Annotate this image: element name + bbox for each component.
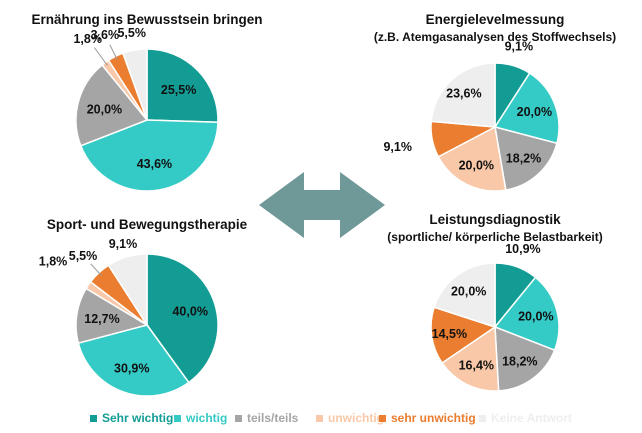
slice-label-energy-keine-antwort: 23,6% [446, 87, 481, 101]
pie-slice-nutrition-teils-teils [75, 63, 149, 147]
pie-leaders-sport [90, 263, 102, 276]
slice-label-sport-sehr-wichtig: 40,0% [172, 304, 207, 318]
chart-title-nutrition: Ernährung ins Bewusstsein bringen [31, 12, 262, 27]
pie-labels-performance: 10,9% 20,0% 18,2% 16,4% 14,5% 20,0% [432, 242, 554, 372]
legend-label-keine-antwort: Keine Antwort [491, 411, 572, 425]
legend-swatch-keine-antwort [479, 415, 486, 422]
legend-swatch-wichtig [174, 415, 181, 422]
chart-subtitle-energy: (z.B. Atemgasanalysen des Stoffwechsels) [374, 30, 616, 44]
pie-slice-energy-keine-antwort [430, 62, 496, 128]
slice-label-nutrition-keine-antwort: 5,5% [117, 26, 146, 40]
slice-label-sport-sehr-unwichtig: 5,5% [69, 249, 98, 263]
legend-label-wichtig: wichtig [185, 411, 227, 425]
pie-slice-performance-unwichtig [441, 325, 500, 392]
slice-label-performance-sehr-unwichtig: 14,5% [432, 327, 467, 341]
pie-chart-nutrition: Ernährung ins Bewusstsein bringen 25,5% 4… [31, 12, 263, 192]
slice-label-performance-teils-teils: 18,2% [502, 355, 537, 369]
slice-label-energy-teils-teils: 18,2% [506, 152, 541, 166]
pie-slice-nutrition-keine-antwort [121, 48, 148, 121]
pie-slices-energy [430, 62, 560, 192]
pie-slice-nutrition-sehr-wichtig [146, 48, 219, 124]
pie-slices-performance [430, 262, 560, 392]
chart-subtitle-performance: (sportliche/ körperliche Belastbarkeit) [387, 230, 602, 244]
pie-labels-nutrition: 25,5% 43,6% 20,0% 1,8%3,6%5,5% [73, 26, 196, 171]
slice-label-performance-unwichtig: 16,4% [459, 358, 494, 372]
legend-label-sehr-wichtig: Sehr wichtig [102, 411, 173, 425]
legend: Sehr wichtig wichtig teils/teils unwichtig s… [90, 411, 572, 425]
pie-slice-performance-teils-teils [494, 325, 556, 392]
slice-label-sport-teils-teils: 12,7% [84, 312, 119, 326]
slice-label-nutrition-wichtig: 43,6% [137, 157, 172, 171]
pie-slice-energy-unwichtig [437, 125, 507, 192]
pie-labels-energy: 9,1% 20,0% 18,2% 20,0% 9,1% 23,6% [383, 39, 552, 172]
pie-slice-performance-sehr-unwichtig [430, 306, 497, 365]
legend-label-sehr-unwichtig: sehr unwichtig [391, 411, 476, 425]
legend-label-teils-teils: teils/teils [247, 411, 299, 425]
slice-label-sport-wichtig: 30,9% [114, 361, 149, 375]
pie-slice-sport-sehr-wichtig [146, 253, 219, 384]
leader-line-nutrition-sehr-unwichtig [109, 44, 118, 60]
legend-swatch-teils-teils [235, 415, 242, 422]
pie-slice-nutrition-wichtig [79, 119, 219, 192]
slice-label-nutrition-unwichtig: 1,8% [73, 32, 102, 46]
slice-label-energy-sehr-wichtig: 9,1% [505, 39, 534, 53]
slice-label-performance-keine-antwort: 20,0% [451, 284, 486, 298]
pie-slice-performance-keine-antwort [433, 262, 496, 329]
leader-line-nutrition-unwichtig [94, 47, 108, 66]
slice-label-energy-wichtig: 20,0% [517, 105, 552, 119]
slice-label-performance-sehr-wichtig: 10,9% [505, 242, 540, 256]
pie-slices-nutrition [75, 48, 219, 192]
double-arrow-icon [259, 172, 385, 238]
pie-chart-performance: Leistungsdiagnostik (sportliche/ körperl… [387, 212, 603, 392]
pie-chart-sport: Sport- und Bewegungstherapie 40,0% 30,9% 1… [39, 217, 248, 397]
slice-label-nutrition-sehr-wichtig: 25,5% [161, 83, 196, 97]
slice-label-performance-wichtig: 20,0% [518, 310, 553, 324]
chart-title-energy: Energielevelmessung [426, 12, 565, 27]
pie-labels-sport: 40,0% 30,9% 12,7% 1,8% 5,5% 9,1% [39, 237, 208, 376]
pie-slice-sport-keine-antwort [107, 253, 148, 328]
legend-label-unwichtig: unwichtig [328, 411, 384, 425]
slice-label-energy-unwichtig: 20,0% [459, 158, 494, 172]
pie-chart-energy: Energielevelmessung (z.B. Atemgasanalyse… [374, 12, 616, 192]
chart-title-sport: Sport- und Bewegungstherapie [47, 217, 248, 232]
pie-slice-energy-teils-teils [494, 125, 558, 191]
slice-label-energy-sehr-unwichtig: 9,1% [383, 140, 412, 154]
pie-slice-energy-wichtig [493, 72, 560, 145]
pie-slice-sport-wichtig [77, 324, 190, 397]
slice-label-sport-unwichtig: 1,8% [39, 255, 68, 269]
pie-slice-performance-wichtig [493, 276, 560, 352]
legend-swatch-unwichtig [316, 415, 323, 422]
chart-title-performance: Leistungsdiagnostik [429, 212, 561, 227]
slice-label-sport-keine-antwort: 9,1% [109, 237, 138, 251]
legend-swatch-sehr-wichtig [90, 415, 97, 422]
leader-line-sport-sehr-unwichtig [90, 263, 102, 276]
legend-swatch-sehr-unwichtig [379, 415, 386, 422]
pie-leaders-nutrition [94, 44, 118, 66]
slice-label-nutrition-sehr-unwichtig: 3,6% [91, 28, 120, 42]
pie-slice-sport-teils-teils [75, 287, 149, 345]
slice-label-nutrition-teils-teils: 20,0% [87, 102, 122, 116]
